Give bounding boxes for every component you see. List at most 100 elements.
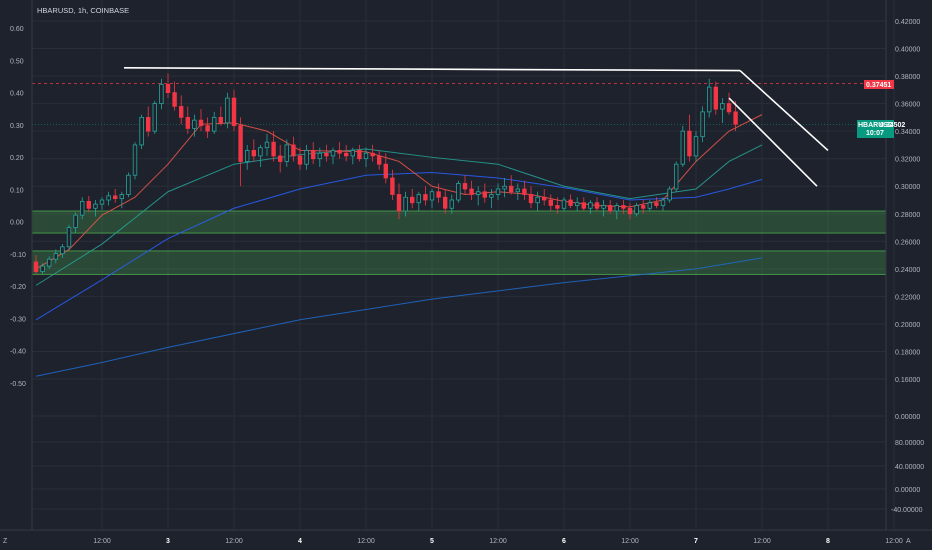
right-tick-label: 0.38000 <box>895 74 920 81</box>
candle-body <box>713 86 718 110</box>
candle <box>86 195 91 213</box>
candle <box>726 92 732 115</box>
candle <box>231 89 237 132</box>
trendline-trend-down-b[interactable] <box>728 97 818 187</box>
left-tick-label: 0.20 <box>10 155 24 162</box>
candle-body <box>568 199 573 206</box>
time-tick-label: 12:00 <box>225 538 243 545</box>
current-price-badge: HBARUSD 0.34502 10:07 <box>857 120 905 138</box>
candle-body <box>403 196 408 212</box>
candle-body <box>502 185 507 190</box>
candle <box>165 73 171 99</box>
right-axis[interactable]: 0.42000 0.40000 0.38000 0.36000 0.34000 0.320… <box>891 19 924 514</box>
right-tick-label: 0.20000 <box>895 322 920 329</box>
left-tick-label: 0.30 <box>10 123 24 130</box>
candle <box>277 144 283 173</box>
ma-line-red-ma <box>35 114 763 270</box>
candles <box>33 73 738 275</box>
candle-body <box>680 130 685 165</box>
candle-body <box>508 185 514 193</box>
candle-body <box>416 194 421 204</box>
left-tick-label: 0.40 <box>10 91 24 98</box>
candle <box>720 98 725 123</box>
candle <box>627 202 633 220</box>
candle <box>456 180 461 203</box>
left-tick-label: -0.20 <box>10 284 26 291</box>
candle-body <box>284 144 289 162</box>
candle <box>119 191 124 209</box>
trendline-trend-top[interactable] <box>123 67 741 72</box>
candle-body <box>409 196 415 204</box>
candle-body <box>542 196 547 201</box>
time-tick-label: 6 <box>562 538 566 545</box>
candle-body <box>588 202 593 209</box>
candle <box>73 212 78 234</box>
symbol-title: HBARUSD, 1h, COINBASE <box>37 6 129 15</box>
candle <box>733 100 738 132</box>
candle <box>654 197 659 209</box>
trendline-trend-down-a[interactable] <box>739 69 829 152</box>
candle <box>251 139 256 162</box>
left-tick-label: -0.30 <box>10 316 26 323</box>
candle-body <box>258 147 263 157</box>
candle <box>343 144 349 162</box>
timezone-corner[interactable]: Z <box>3 538 8 545</box>
candle-body <box>482 191 487 198</box>
time-axis[interactable]: 12:00 3 12:00 4 12:00 5 12:00 6 12:00 7 12:00 8 12:0… <box>93 538 903 545</box>
right-tick-label: 0.36000 <box>895 102 920 109</box>
candle <box>634 202 639 217</box>
time-tick-label: 5 <box>430 538 434 545</box>
candle <box>185 106 190 134</box>
candle <box>489 188 494 209</box>
candle-body <box>601 205 606 209</box>
last-high-badge: 0.37451 <box>864 80 894 89</box>
candle <box>383 153 388 184</box>
candle <box>99 197 105 210</box>
candle-body <box>317 152 322 160</box>
candle-body <box>456 183 461 201</box>
auto-scale-corner[interactable]: A <box>906 538 911 545</box>
candle <box>423 186 428 206</box>
candle <box>145 106 151 137</box>
candle-body <box>126 174 131 195</box>
candle <box>614 202 619 220</box>
candle-body <box>106 195 111 201</box>
candle <box>225 92 230 129</box>
candle <box>33 255 39 275</box>
candle <box>396 183 402 220</box>
candle <box>409 188 415 209</box>
right-tick-label: 0.24000 <box>895 267 920 274</box>
candle <box>700 106 705 143</box>
candle-body <box>429 191 435 201</box>
candle <box>601 200 606 217</box>
candle-body <box>165 83 171 94</box>
left-tick-label: -0.50 <box>10 381 26 388</box>
candle-body <box>277 155 283 162</box>
candle <box>297 147 303 170</box>
candle <box>575 197 580 212</box>
candle <box>363 147 369 167</box>
right-tick-label: 40.00000 <box>895 464 924 471</box>
candle <box>621 200 626 214</box>
right-tick-label: -40.00000 <box>891 507 923 514</box>
candle <box>47 256 52 269</box>
candle-body <box>145 116 151 132</box>
current-price-countdown: 10:07 <box>866 130 884 137</box>
time-tick-label: 12:00 <box>621 538 639 545</box>
candle <box>588 200 593 214</box>
candle-body <box>555 205 560 209</box>
candle-body <box>238 125 243 162</box>
candle <box>436 183 441 203</box>
candle <box>403 191 408 217</box>
candle-body <box>211 116 217 132</box>
candle <box>660 197 666 212</box>
candle <box>80 197 85 220</box>
left-tick-label: 0.00 <box>10 220 24 227</box>
candle-body <box>733 111 738 125</box>
trendlines[interactable] <box>123 67 829 187</box>
candle <box>258 144 263 167</box>
candle <box>693 131 699 162</box>
candle-body <box>548 199 553 206</box>
